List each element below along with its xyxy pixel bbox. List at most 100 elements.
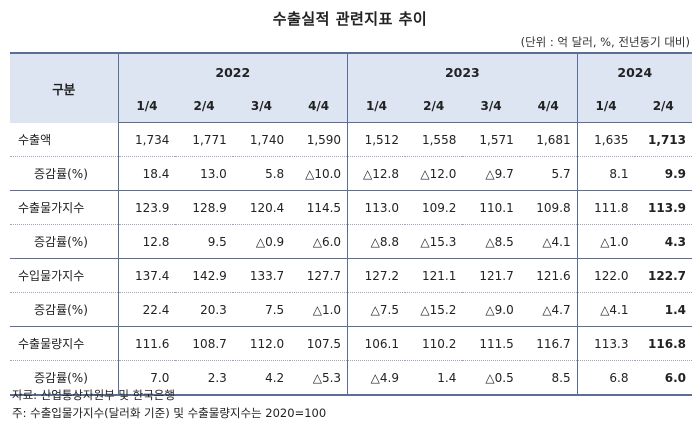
table-cell: 1.4 [404, 360, 463, 396]
table-cell: 6.8 [576, 360, 635, 396]
gubun-header: 구분 [10, 52, 118, 123]
quarter-header: 4/4 [519, 90, 578, 123]
table-cell: 7.0 [117, 360, 176, 396]
table-cell: △9.7 [462, 156, 520, 191]
table-cell: 1,590 [290, 122, 348, 157]
table-cell: △10.0 [290, 156, 348, 191]
indicator-label: 수출물량지수 [10, 326, 118, 361]
table-cell: 120.4 [232, 190, 291, 225]
table-cell: 1,558 [404, 122, 463, 157]
table-row: 증감률(%) 18.4 13.0 5.8 △10.0 △12.8 △12.0 △9.7 5.7 8… [10, 156, 692, 191]
quarter-header-row: 1/4 2/4 3/4 4/4 1/4 2/4 3/4 4/4 1/4 2/4 [10, 90, 692, 123]
quarter-header: 2/4 [175, 90, 233, 123]
table-cell: 137.4 [117, 258, 176, 293]
table-cell: 1,771 [175, 122, 233, 157]
year-header-row: 구분 2022 2023 2024 [10, 52, 692, 123]
table-cell: 111.8 [576, 190, 635, 225]
table-cell: 116.7 [519, 326, 578, 361]
table-cell: 1,512 [347, 122, 405, 157]
table-cell: 107.5 [290, 326, 348, 361]
table-row: 수출액 1,734 1,771 1,740 1,590 1,512 1,558 1,571 1,… [10, 122, 692, 157]
quarter-header: 3/4 [462, 90, 520, 123]
change-rate-label: 증감률(%) [10, 292, 118, 327]
table-cell: △0.5 [462, 360, 520, 396]
table-cell: 111.5 [462, 326, 520, 361]
table-cell: 122.0 [576, 258, 635, 293]
table-cell: 127.7 [290, 258, 348, 293]
table-cell: 1,740 [232, 122, 291, 157]
year-header: 2023 [347, 52, 578, 90]
table-cell: 121.1 [404, 258, 463, 293]
table-cell: 116.8 [634, 326, 692, 361]
table-cell: △4.7 [519, 292, 578, 327]
quarter-header: 3/4 [232, 90, 291, 123]
table-cell: 121.7 [462, 258, 520, 293]
indicator-label: 수입물가지수 [10, 258, 118, 293]
table-cell: 4.3 [634, 224, 692, 259]
table-cell: 8.5 [519, 360, 578, 396]
table-cell: △4.1 [576, 292, 635, 327]
table-cell: △1.0 [576, 224, 635, 259]
table-cell: 20.3 [175, 292, 233, 327]
table-cell: △15.2 [404, 292, 463, 327]
table-cell: 4.2 [232, 360, 291, 396]
quarter-header: 4/4 [290, 90, 348, 123]
table-cell: 7.5 [232, 292, 291, 327]
table-cell: △0.9 [232, 224, 291, 259]
table-body: 수출액 1,734 1,771 1,740 1,590 1,512 1,558 1,571 1,… [10, 122, 692, 396]
change-rate-label: 증감률(%) [10, 156, 118, 191]
table-row: 증감률(%) 12.8 9.5 △0.9 △6.0 △8.8 △15.3 △8.5 △4.1 △1… [10, 224, 692, 259]
table-cell: 22.4 [117, 292, 176, 327]
export-indicators-table: 구분 2022 2023 2024 1/4 2/4 3/4 4/4 1/4 2/… [10, 52, 692, 396]
table-cell: 18.4 [117, 156, 176, 191]
table-cell: △8.5 [462, 224, 520, 259]
table-cell: 5.8 [232, 156, 291, 191]
table-cell: 108.7 [175, 326, 233, 361]
table-cell: 9.9 [634, 156, 692, 191]
table-cell: 112.0 [232, 326, 291, 361]
table-cell: 6.0 [634, 360, 692, 396]
quarter-header: 2/4 [404, 90, 463, 123]
table-row: 증감률(%) 22.4 20.3 7.5 △1.0 △7.5 △15.2 △9.0 △4.7 △4… [10, 292, 692, 327]
table-cell: 1,713 [634, 122, 692, 157]
table-cell: 1.4 [634, 292, 692, 327]
table-cell: 113.9 [634, 190, 692, 225]
table-row: 수출물량지수 111.6 108.7 112.0 107.5 106.1 110.2 111.… [10, 326, 692, 361]
table-cell: 133.7 [232, 258, 291, 293]
table-cell: 122.7 [634, 258, 692, 293]
table-cell: 109.2 [404, 190, 463, 225]
table-cell: 1,681 [519, 122, 578, 157]
table-cell: 111.6 [117, 326, 176, 361]
table-cell: 1,571 [462, 122, 520, 157]
table-title: 수출실적 관련지표 추이 [272, 10, 428, 28]
footnotes: 자료: 산업통상자원부 및 한국은행 주: 수출입물가지수(달러화 기준) 및 … [12, 386, 326, 422]
table-cell: △9.0 [462, 292, 520, 327]
indicator-label: 수출액 [10, 122, 118, 157]
table-cell: 123.9 [117, 190, 176, 225]
table-cell: 142.9 [175, 258, 233, 293]
table-cell: △7.5 [347, 292, 405, 327]
table-cell: △12.8 [347, 156, 405, 191]
table-cell: △6.0 [290, 224, 348, 259]
table-cell: 5.7 [519, 156, 578, 191]
table-row: 수출물가지수 123.9 128.9 120.4 114.5 113.0 109.2 110.… [10, 190, 692, 225]
table-cell: 128.9 [175, 190, 233, 225]
table-row: 수입물가지수 137.4 142.9 133.7 127.7 127.2 121.1 121.… [10, 258, 692, 293]
table-cell: 12.8 [117, 224, 176, 259]
table-cell: 121.6 [519, 258, 578, 293]
table-cell: 113.3 [576, 326, 635, 361]
table-cell: 1,734 [117, 122, 176, 157]
quarter-header: 2/4 [634, 90, 692, 123]
table-cell: 1,635 [576, 122, 635, 157]
quarter-header: 1/4 [576, 90, 635, 123]
table-cell: 2.3 [175, 360, 233, 396]
table-cell: 110.1 [462, 190, 520, 225]
source-note: 자료: 산업통상자원부 및 한국은행 [12, 388, 175, 402]
table-cell: △8.8 [347, 224, 405, 259]
table-cell: △15.3 [404, 224, 463, 259]
change-rate-label: 증감률(%) [10, 224, 118, 259]
table-cell: 13.0 [175, 156, 233, 191]
table-cell: △4.9 [347, 360, 405, 396]
table-cell: 109.8 [519, 190, 578, 225]
unit-note: (단위 : 억 달러, %, 전년동기 대비) [520, 35, 690, 49]
